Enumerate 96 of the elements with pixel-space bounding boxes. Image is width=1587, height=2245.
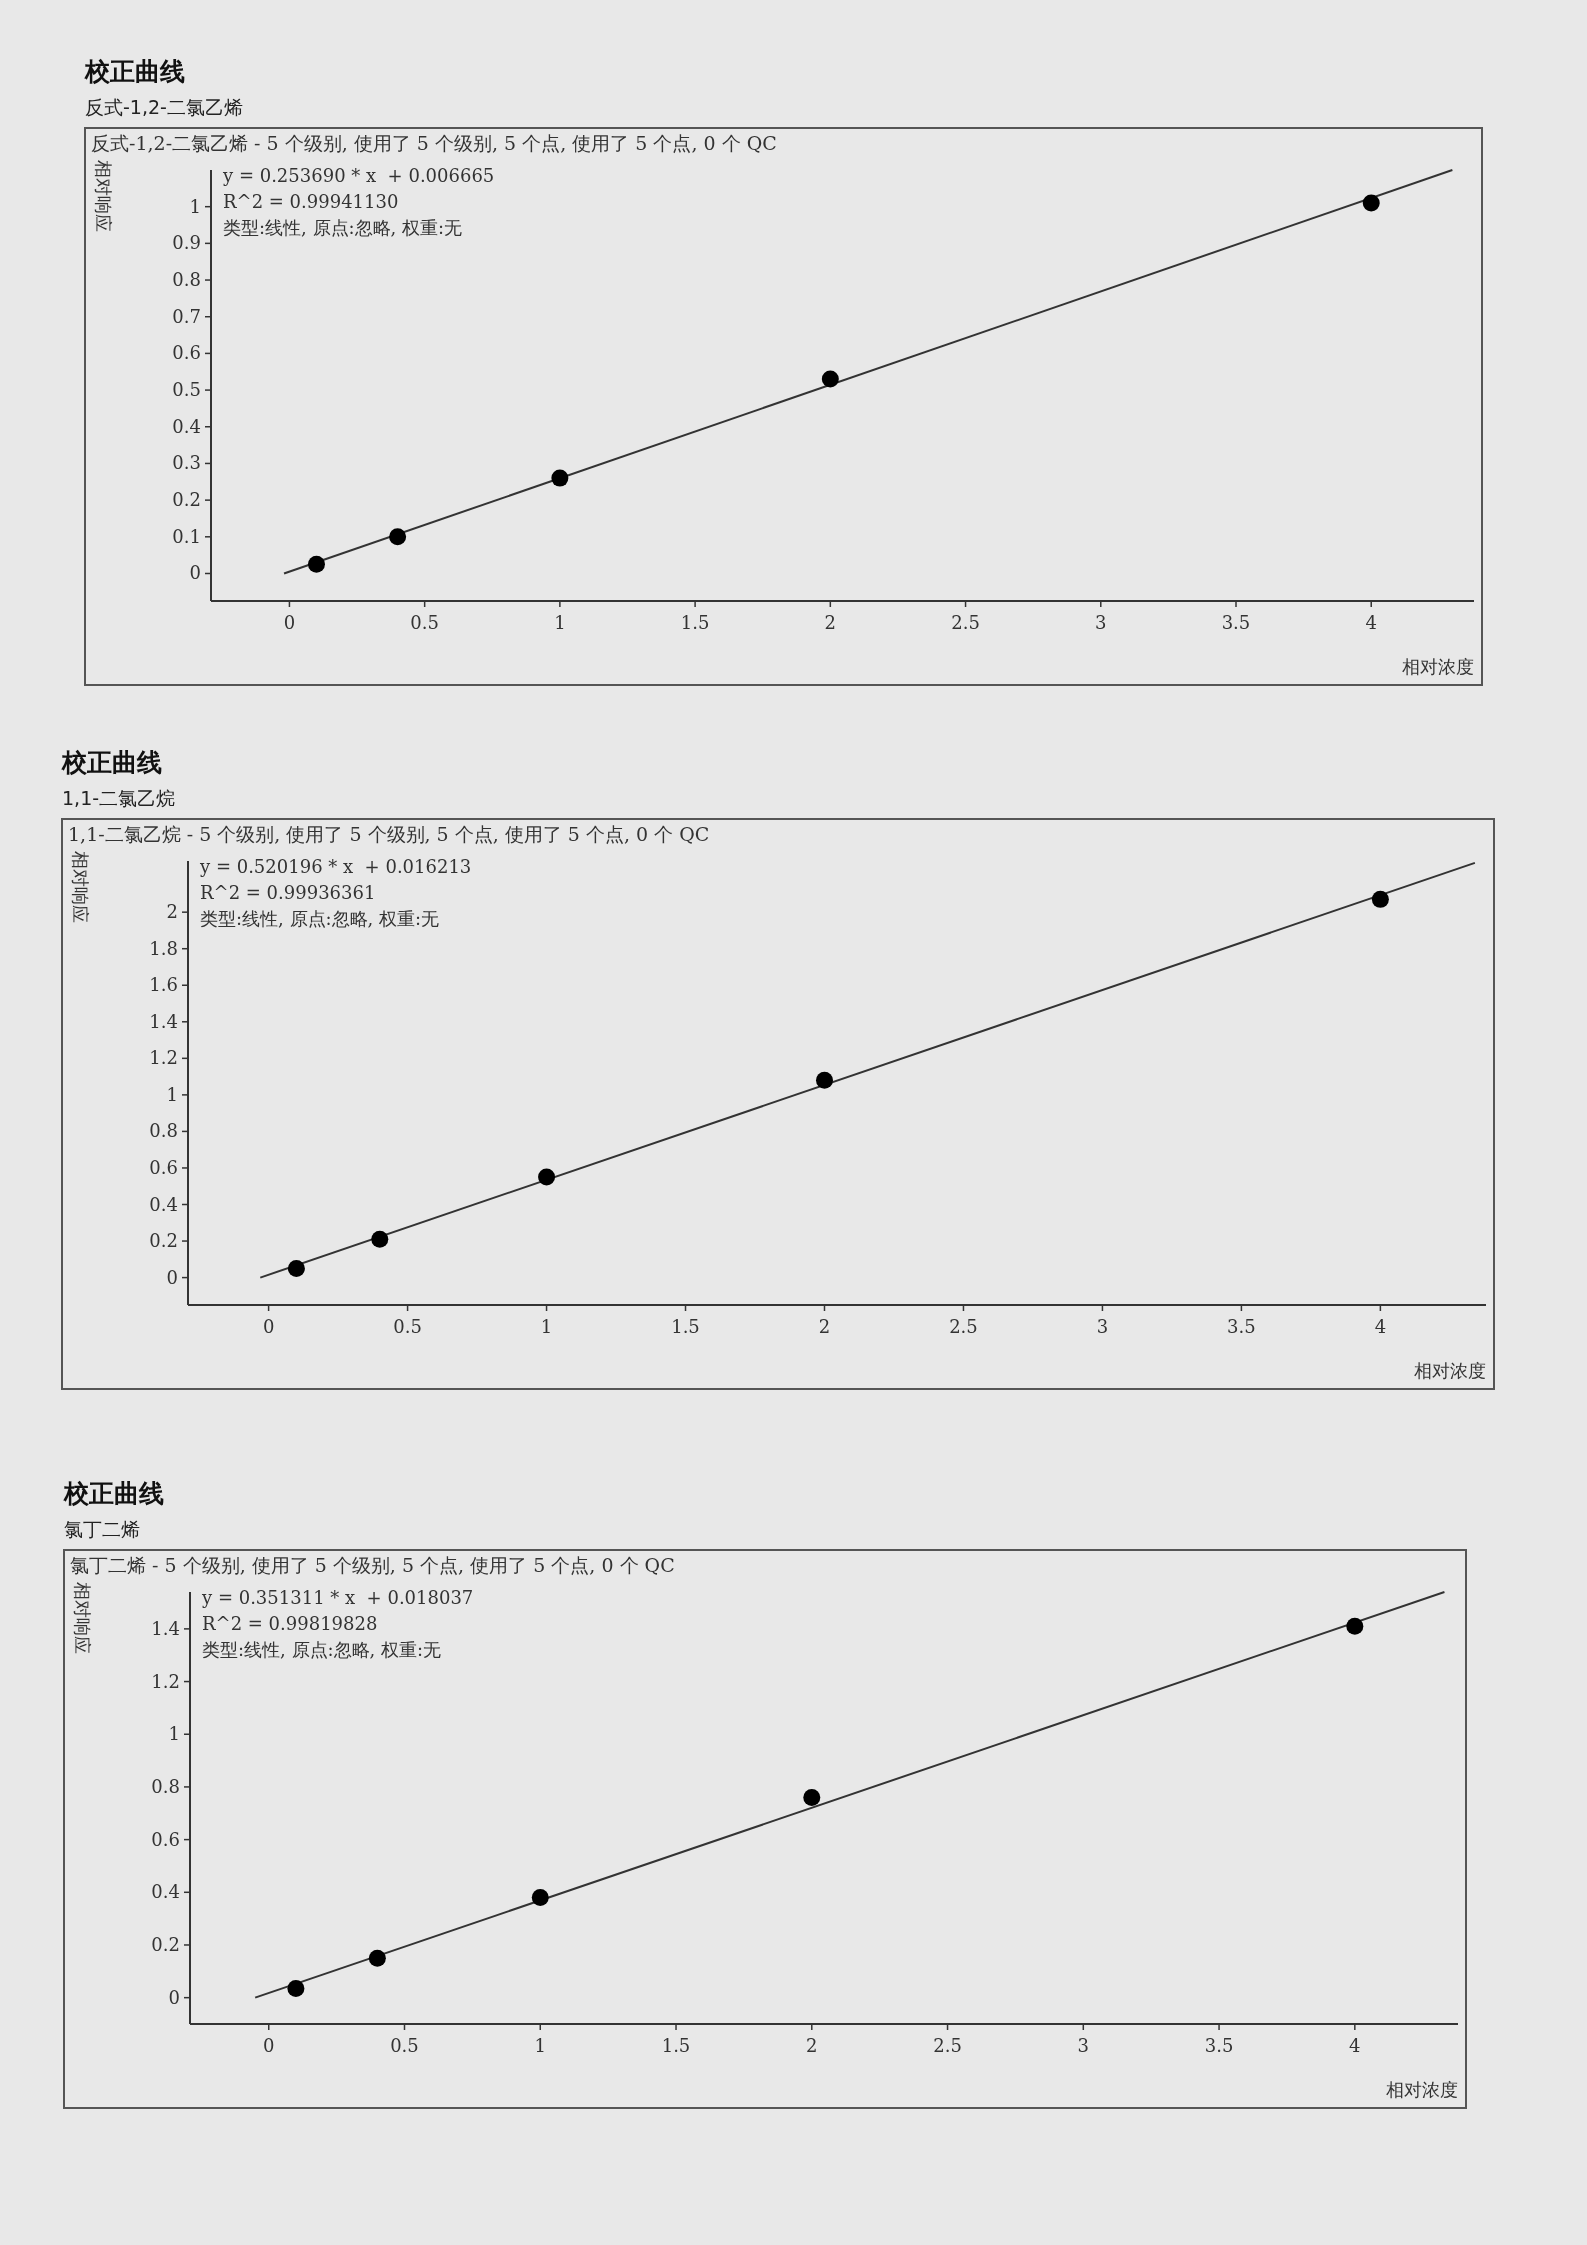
point (815, 1071, 833, 1089)
y-tick-label: 0.2 (151, 1933, 180, 1955)
x-tick-label: 1 (554, 612, 566, 633)
chart-title: 校正曲线 (61, 748, 162, 777)
annotation: R^2 = 0.99941130 (223, 191, 399, 212)
chart-subtitle: 反式-1,2-二氯乙烯 (85, 96, 243, 118)
point (821, 370, 839, 388)
y-tick-label: 0.8 (172, 269, 201, 291)
y-tick-label: 0.2 (172, 489, 201, 511)
x-tick-label: 3 (1096, 1316, 1109, 1337)
x-tick-label: 2.5 (949, 1316, 978, 1337)
y-tick-label: 0.8 (149, 1120, 178, 1142)
x-tick-label: 0 (262, 1316, 275, 1337)
x-axis-title: 相对浓度 (1402, 656, 1474, 677)
y-tick-label: 0.8 (151, 1775, 180, 1797)
x-axis-title: 相对浓度 (1414, 1360, 1486, 1381)
x-axis-title: 相对浓度 (1386, 2079, 1458, 2100)
y-tick-label: 1.4 (151, 1617, 180, 1639)
annotation: 类型:线性, 原点:忽略, 权重:无 (223, 217, 463, 238)
point (551, 469, 569, 487)
x-tick-label: 2.5 (933, 2035, 962, 2056)
chart-subtitle: 氯丁二烯 (64, 1518, 140, 1540)
chart-title: 校正曲线 (84, 57, 185, 86)
y-tick-label: 1.2 (151, 1670, 180, 1692)
x-tick-label: 0.5 (390, 2035, 419, 2056)
annotation: y = 0.520196 * x + 0.016213 (199, 856, 472, 877)
y-tick-label: 1.8 (149, 937, 178, 959)
point (287, 1979, 305, 1997)
point (371, 1230, 389, 1248)
y-tick-label: 0.3 (172, 452, 201, 474)
y-tick-label: 1.4 (149, 1010, 178, 1032)
y-tick-label: 0.9 (172, 232, 201, 254)
x-tick-label: 3.5 (1221, 612, 1251, 633)
point (538, 1168, 556, 1186)
x-tick-label: 3 (1077, 2035, 1090, 2056)
y-axis-title: 相对响应 (93, 160, 114, 232)
x-tick-label: 3.5 (1204, 2035, 1234, 2056)
x-tick-label: 0 (283, 612, 296, 633)
y-tick-label: 1.6 (149, 974, 178, 996)
x-tick-label: 1.5 (680, 612, 710, 633)
point (1371, 890, 1389, 908)
annotation: R^2 = 0.99819828 (202, 1613, 378, 1634)
y-tick-label: 1 (166, 1083, 178, 1105)
y-tick-label: 0.6 (149, 1156, 178, 1178)
point (1362, 194, 1380, 212)
y-tick-label: 0.6 (151, 1828, 180, 1850)
y-tick-label: 0.6 (172, 342, 201, 364)
y-tick-label: 2 (166, 901, 178, 923)
chart-title: 校正曲线 (63, 1479, 164, 1508)
x-tick-label: 4 (1374, 1316, 1387, 1337)
y-tick-label: 0.5 (172, 379, 201, 401)
y-tick-label: 0 (166, 1266, 178, 1288)
x-tick-label: 2 (818, 1316, 831, 1337)
text: 1,1-二氯乙烷 - 5 个级别, 使用了 5 个级别, 5 个点, 使用了 5 个点, 0 个 QC (68, 823, 710, 845)
y-tick-label: 0.7 (172, 305, 201, 327)
point (1346, 1617, 1364, 1635)
y-tick-label: 0.4 (151, 1881, 180, 1903)
y-tick-label: 0 (168, 1986, 180, 2008)
y-tick-label: 0 (189, 562, 201, 584)
x-tick-label: 0 (263, 2035, 275, 2056)
annotation: y = 0.253690 * x + 0.006665 (222, 165, 495, 186)
annotation: R^2 = 0.99936361 (200, 882, 376, 903)
y-tick-label: 0.1 (172, 525, 201, 547)
x-tick-label: 1 (534, 2035, 546, 2056)
x-tick-label: 2 (806, 2035, 818, 2056)
x-tick-label: 3.5 (1227, 1316, 1256, 1337)
x-tick-label: 0.5 (410, 612, 439, 633)
y-tick-label: 1 (168, 1723, 180, 1745)
y-tick-label: 1 (189, 195, 201, 217)
x-tick-label: 4 (1365, 612, 1377, 633)
text: 反式-1,2-二氯乙烯 - 5 个级别, 使用了 5 个级别, 5 个点, 使用了 5 个点, 0 个 QC (91, 132, 777, 154)
annotation: 类型:线性, 原点:忽略, 权重:无 (200, 908, 440, 929)
point (287, 1259, 305, 1277)
x-tick-label: 1.5 (671, 1316, 700, 1337)
y-tick-label: 0.4 (149, 1193, 178, 1215)
point (307, 555, 325, 573)
x-tick-label: 2.5 (951, 612, 980, 633)
point (531, 1889, 549, 1907)
annotation: 类型:线性, 原点:忽略, 权重:无 (202, 1639, 442, 1660)
x-tick-label: 3 (1095, 612, 1107, 633)
y-tick-label: 0.2 (149, 1230, 178, 1252)
y-axis-title: 相对响应 (70, 851, 91, 923)
x-tick-label: 0.5 (393, 1316, 422, 1337)
x-tick-label: 1.5 (661, 2035, 691, 2056)
point (389, 528, 407, 546)
x-tick-label: 4 (1349, 2035, 1361, 2056)
chart-subtitle: 1,1-二氯乙烷 (62, 787, 176, 809)
y-axis-title: 相对响应 (72, 1582, 93, 1654)
x-tick-label: 2 (824, 612, 837, 633)
text: 氯丁二烯 - 5 个级别, 使用了 5 个级别, 5 个点, 使用了 5 个点, 0 个 QC (70, 1554, 675, 1576)
x-tick-label: 1 (540, 1316, 553, 1337)
y-tick-label: 1.2 (149, 1047, 178, 1069)
y-tick-label: 0.4 (172, 415, 201, 437)
point (803, 1788, 821, 1806)
point (368, 1949, 386, 1967)
annotation: y = 0.351311 * x + 0.018037 (201, 1587, 474, 1608)
